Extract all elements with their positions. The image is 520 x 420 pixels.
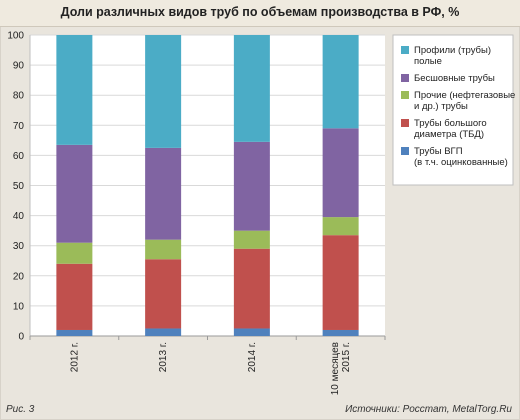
legend-label: и др.) трубы	[414, 101, 468, 112]
figure-label: Рис. 3	[6, 404, 35, 415]
bar-segment	[145, 239, 182, 260]
bar-segment	[145, 328, 182, 336]
bar-segment	[145, 259, 182, 329]
bar-segment	[233, 141, 270, 231]
bar-segment	[233, 248, 270, 329]
chart-svg: 0 10 20 30 40 50 60 70 80 90 100 2012 г. 2013 г. 2014…	[7, 31, 515, 396]
y-tick-label: 50	[13, 181, 25, 192]
legend-label: полые	[414, 56, 442, 67]
legend-label: диаметра (ТБД)	[414, 129, 484, 140]
bar-segment	[322, 35, 359, 129]
source-note: Источники: Росстат, MetalTorg.Ru	[345, 404, 512, 415]
y-tick-label: 10	[13, 301, 25, 312]
x-tick-label: 2012 г.	[69, 342, 80, 372]
footer: Рис. 3 Источники: Росстат, MetalTorg.Ru	[0, 402, 520, 420]
bar-segment	[322, 128, 359, 218]
chart-title: Доли различных видов труб по объемам про…	[60, 5, 460, 19]
bar-segment	[56, 329, 93, 336]
y-tick-label: 60	[13, 151, 25, 162]
title-bar: Доли различных видов труб по объемам про…	[0, 0, 520, 27]
bar-segment	[56, 35, 93, 145]
bar-segment	[233, 35, 270, 142]
x-tick-label: 2014 г.	[247, 342, 258, 372]
legend-swatch	[401, 46, 409, 54]
y-tick-label: 0	[18, 332, 24, 343]
bar-segment	[233, 328, 270, 336]
legend-swatch	[401, 74, 409, 82]
y-tick-label: 20	[13, 271, 25, 282]
legend-label: Трубы большого	[414, 118, 487, 129]
x-tick-label: 2015 г.	[341, 342, 352, 372]
y-tick-label: 80	[13, 91, 25, 102]
bar-segment	[322, 235, 359, 330]
y-tick-label: 90	[13, 61, 25, 72]
legend-label: Трубы ВГП	[414, 146, 463, 157]
legend-label: Прочие (нефтегазовые	[414, 90, 515, 101]
y-tick-label: 100	[7, 31, 24, 42]
legend-label: Бесшовные трубы	[414, 73, 495, 84]
bar-segment	[233, 230, 270, 249]
x-tick-label: 10 месяцев	[330, 342, 341, 395]
bar-segment	[145, 147, 182, 240]
bar-segment	[56, 242, 93, 264]
y-tick-label: 70	[13, 121, 25, 132]
y-tick-label: 30	[13, 241, 25, 252]
legend-swatch	[401, 119, 409, 127]
legend-label: Профили (трубы)	[414, 45, 491, 56]
legend-swatch	[401, 91, 409, 99]
bar-segment	[145, 35, 182, 148]
x-tick-label: 2013 г.	[158, 342, 169, 372]
bar-segment	[322, 217, 359, 236]
y-tick-label: 40	[13, 211, 25, 222]
bar-segment	[322, 329, 359, 336]
bar-segment	[56, 144, 93, 243]
legend-swatch	[401, 147, 409, 155]
legend-box	[392, 34, 514, 186]
chart-area: 0 10 20 30 40 50 60 70 80 90 100 2012 г. 2013 г. 2014…	[0, 26, 520, 396]
legend-label: (в т.ч. оцинкованные)	[414, 157, 508, 168]
bar-segment	[56, 263, 93, 330]
